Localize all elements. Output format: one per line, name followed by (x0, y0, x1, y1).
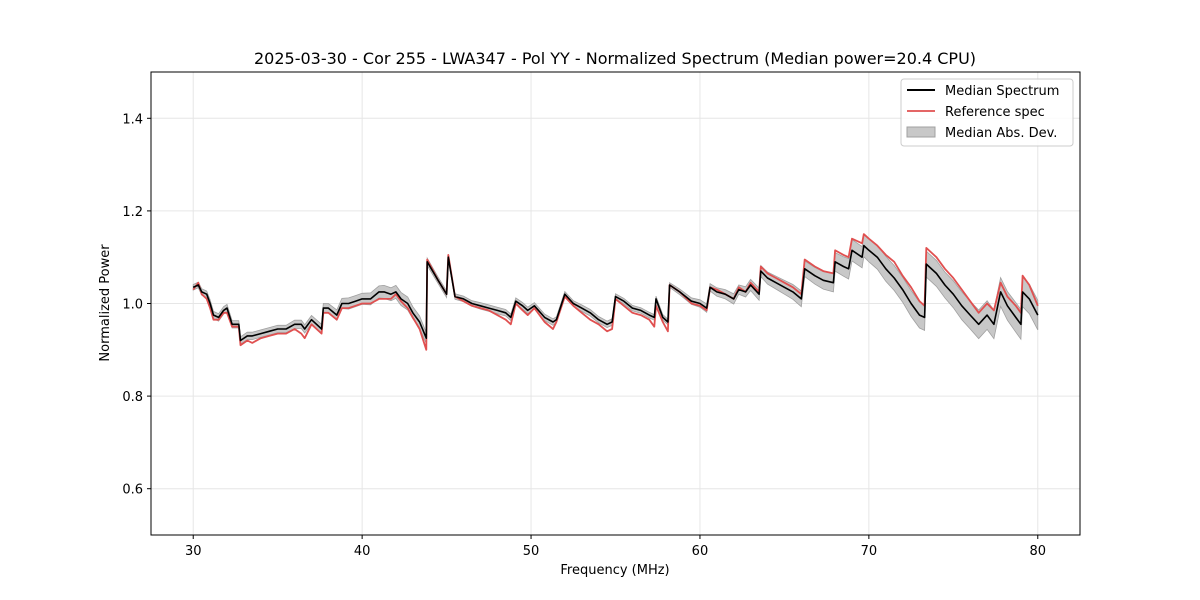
reference-spectrum-line (192, 233, 1039, 351)
legend: Median Spectrum Reference spec Median Ab… (900, 78, 1074, 147)
legend-box (900, 78, 1074, 147)
y-tick-label: 1.2 (122, 205, 143, 220)
legend-reference-label: Reference spec (945, 105, 1045, 120)
x-tick-label: 30 (185, 544, 202, 559)
y-tick-label: 1.4 (122, 112, 143, 127)
y-tick-label: 0.6 (122, 483, 143, 498)
x-tick-label: 70 (861, 544, 878, 559)
ticks: 30 40 50 60 70 80 0.6 0.8 1.0 1.2 1.4 (122, 112, 1046, 559)
legend-median-label: Median Spectrum (945, 84, 1059, 99)
x-tick-label: 40 (354, 544, 371, 559)
y-axis-label: Normalized Power (98, 244, 113, 362)
legend-mad-label: Median Abs. Dev. (945, 126, 1057, 141)
chart-title: 2025-03-30 - Cor 255 - LWA347 - Pol YY -… (254, 49, 976, 68)
x-tick-label: 50 (523, 544, 540, 559)
series-layer (192, 233, 1039, 351)
median-spectrum-line (192, 244, 1039, 342)
y-tick-label: 0.8 (122, 390, 143, 405)
legend-mad-swatch (906, 126, 936, 138)
x-axis-label: Frequency (MHz) (560, 563, 669, 578)
x-tick-label: 60 (692, 544, 709, 559)
y-tick-label: 1.0 (122, 298, 143, 313)
x-tick-label: 80 (1029, 544, 1046, 559)
